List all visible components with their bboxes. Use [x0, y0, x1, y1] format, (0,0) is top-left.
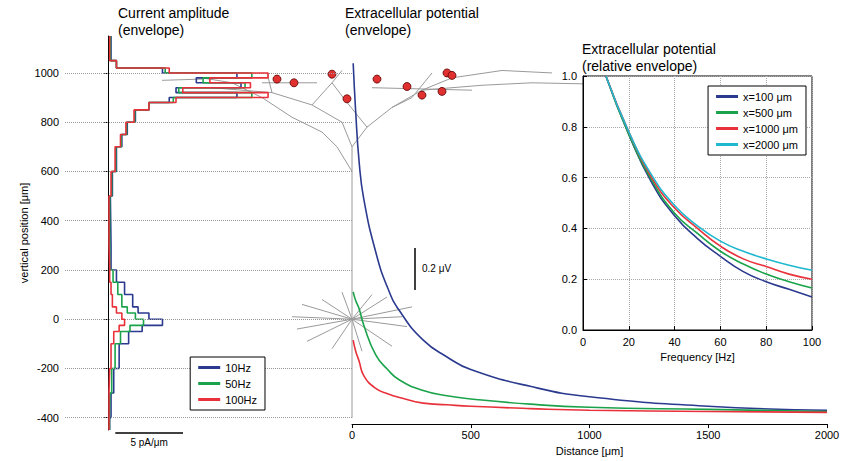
svg-text:x=1000 μm: x=1000 μm — [743, 123, 798, 135]
svg-text:(envelope): (envelope) — [345, 22, 411, 38]
svg-text:x=500 μm: x=500 μm — [743, 107, 792, 119]
svg-text:40: 40 — [668, 336, 680, 348]
svg-text:100: 100 — [803, 336, 821, 348]
svg-text:200: 200 — [41, 264, 59, 276]
svg-text:0.8: 0.8 — [562, 121, 577, 133]
svg-text:x=2000 μm: x=2000 μm — [743, 139, 798, 151]
svg-text:0.0: 0.0 — [562, 324, 577, 336]
svg-text:1500: 1500 — [696, 429, 720, 441]
svg-text:x=100 μm: x=100 μm — [743, 91, 792, 103]
svg-text:Extracellular potential: Extracellular potential — [345, 5, 479, 21]
svg-text:(relative envelope): (relative envelope) — [582, 58, 697, 74]
svg-text:400: 400 — [41, 215, 59, 227]
svg-text:800: 800 — [41, 116, 59, 128]
svg-text:(envelope): (envelope) — [118, 22, 184, 38]
svg-text:0.4: 0.4 — [562, 222, 577, 234]
svg-text:100Hz: 100Hz — [225, 394, 257, 406]
svg-text:20: 20 — [623, 336, 635, 348]
svg-text:0: 0 — [53, 313, 59, 325]
svg-text:10Hz: 10Hz — [225, 362, 251, 374]
svg-text:2000: 2000 — [815, 429, 839, 441]
svg-text:-200: -200 — [37, 362, 59, 374]
svg-text:50Hz: 50Hz — [225, 378, 251, 390]
svg-text:Current amplitude: Current amplitude — [118, 5, 229, 21]
svg-text:Extracellular potential: Extracellular potential — [582, 41, 716, 57]
svg-text:0.6: 0.6 — [562, 172, 577, 184]
svg-text:vertical position [μm]: vertical position [μm] — [18, 183, 30, 283]
svg-text:0: 0 — [349, 429, 355, 441]
svg-text:5 pA/μm: 5 pA/μm — [130, 437, 167, 448]
svg-text:Frequency [Hz]: Frequency [Hz] — [660, 351, 735, 363]
svg-text:60: 60 — [714, 336, 726, 348]
svg-text:0: 0 — [580, 336, 586, 348]
svg-text:0.2 μV: 0.2 μV — [422, 263, 451, 274]
svg-text:Distance [μm]: Distance [μm] — [556, 445, 623, 457]
svg-text:0.2: 0.2 — [562, 273, 577, 285]
svg-text:1000: 1000 — [577, 429, 601, 441]
svg-text:1.0: 1.0 — [562, 70, 577, 82]
svg-text:80: 80 — [760, 336, 772, 348]
svg-text:600: 600 — [41, 165, 59, 177]
svg-text:-400: -400 — [37, 412, 59, 424]
svg-text:1000: 1000 — [35, 67, 59, 79]
svg-text:500: 500 — [462, 429, 480, 441]
